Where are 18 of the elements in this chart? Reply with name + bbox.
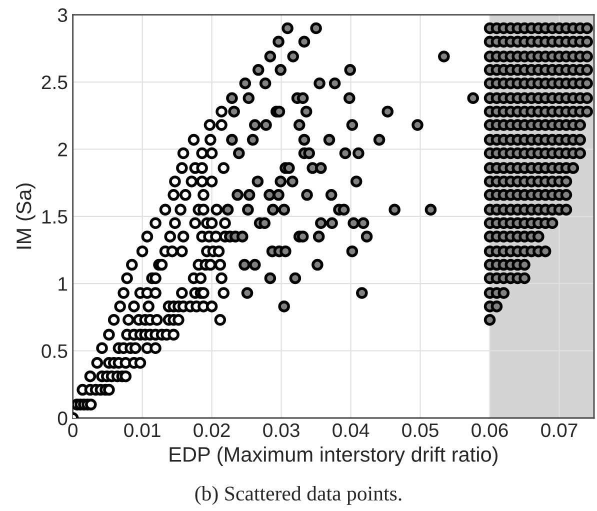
y-tick-label: 2.5: [42, 75, 68, 90]
y-tick-label: 2: [58, 142, 67, 156]
text: (b) Scattered data points.: [195, 486, 402, 505]
x-tick-label: 0: [68, 423, 78, 438]
x-tick-label: 0.03: [263, 423, 300, 438]
x-tick-label: 0.07: [541, 423, 578, 438]
x-tick-label: 0.01: [124, 423, 160, 438]
x-tick-label: 0.05: [402, 423, 438, 438]
x-tick-label: 0.02: [194, 423, 230, 438]
y-tick-label: 0.5: [42, 344, 68, 358]
y-tick-label: 1.5: [42, 210, 68, 224]
y-tick-label: 1: [58, 277, 68, 291]
x-tick-label: 0.04: [332, 423, 370, 438]
y-axis-title: IM (Sa): [16, 184, 36, 249]
x-axis-title: EDP (Maximum interstory drift ratio): [170, 446, 498, 466]
y-tick-label: 3: [58, 8, 68, 22]
x-tick-label: 0.06: [472, 423, 508, 438]
y-tick-label: 0: [58, 411, 68, 426]
